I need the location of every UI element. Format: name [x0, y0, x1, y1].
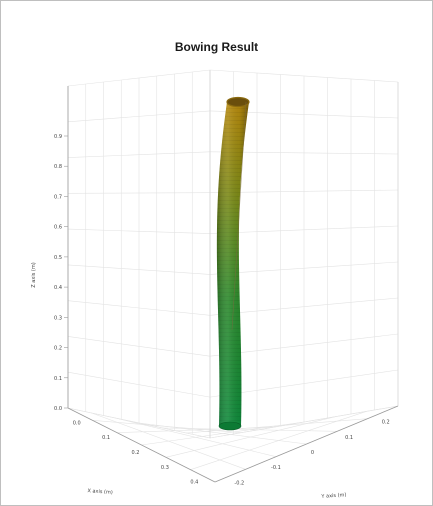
grid-line — [209, 333, 399, 357]
x-tick-label: 0.1 — [102, 435, 110, 441]
z-tick-label: 0.6 — [54, 225, 62, 231]
y-tick-label: 0.2 — [382, 420, 390, 426]
grid-line — [67, 336, 211, 357]
y-tick-label: 0 — [311, 450, 314, 456]
grid-line — [190, 411, 367, 470]
grid-line — [209, 261, 399, 275]
z-tick-label: 0.2 — [54, 346, 62, 352]
grid-line — [67, 69, 211, 87]
y-axis-label: Y axis (m) — [320, 492, 346, 500]
grid-line — [67, 151, 211, 158]
tube-bottom-cap — [218, 421, 242, 431]
y-tick-label: -0.2 — [234, 480, 244, 486]
grid-layer — [67, 69, 399, 483]
z-tick-label: 0.7 — [54, 194, 62, 200]
grid-line — [67, 228, 211, 234]
y-axis-line — [214, 405, 399, 483]
z-tick-label: 0.5 — [54, 255, 62, 261]
grid-line — [209, 297, 399, 316]
label-layer: 0.9 0.8 0.7 0.6 0.5 0.4 0.3 0.2 0.1 0.0 0.0 0.1 0.2 0… — [54, 134, 390, 486]
reference-line — [231, 101, 247, 331]
tube-shading — [216, 102, 249, 426]
z-tick-label: 0.0 — [54, 406, 62, 412]
grid-line — [209, 405, 399, 439]
grid-line — [67, 300, 211, 316]
z-tick-label: 0.9 — [54, 134, 62, 140]
z-tick-label: 0.1 — [54, 376, 62, 382]
x-tick-label: 0.4 — [190, 480, 198, 486]
x-tick-label: 0.0 — [73, 420, 81, 426]
z-tick-label: 0.8 — [54, 164, 62, 170]
x-tick-label: 0.2 — [132, 450, 140, 456]
tube-layer — [216, 96, 250, 431]
y-tick-label: 0.1 — [345, 435, 353, 441]
z-axis-label: Z axis (m) — [31, 262, 37, 287]
x-tick-label: 0.3 — [161, 465, 169, 471]
z-tick-label: 0.3 — [54, 315, 62, 321]
grid-line — [67, 192, 211, 194]
y-tick-label: -0.1 — [271, 465, 281, 471]
grid-line — [209, 189, 399, 193]
axes-layer — [64, 70, 399, 483]
z-tick-label: 0.4 — [54, 285, 62, 291]
tube-top-rim — [226, 96, 250, 108]
x-axis-line — [67, 407, 216, 483]
grid-line — [67, 110, 211, 123]
grid-line — [67, 264, 211, 275]
x-axis-label: X axis (m) — [87, 488, 113, 496]
grid-line — [67, 371, 211, 398]
grid-line — [209, 69, 399, 83]
grid-line — [209, 225, 399, 234]
chart-title: Bowing Result — [174, 40, 259, 54]
